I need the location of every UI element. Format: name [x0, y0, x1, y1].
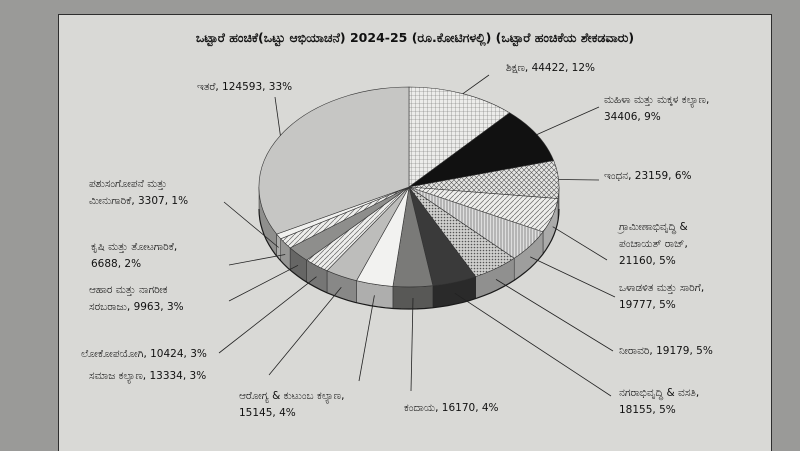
data-label-3: ಇಂಧನ, 23159, 6%: [604, 170, 692, 182]
data-label-9: ಆರೋಗ್ಯ & ಕುಟುಂಬ ಕಲ್ಯಾಣ, 15145, 4%: [239, 390, 344, 419]
data-label-10: ಸಮಾಜ ಕಲ್ಯಾಣ, 13334, 3%: [89, 370, 206, 383]
pie-chart: ಒಟ್ಟಾರೆ ಹಂಚಿಕೆ(ಒಟ್ಟು ಆಭಿಯಾಚನೆ) 2024-25 (…: [81, 30, 713, 419]
pie-top-group: [258, 86, 560, 288]
data-label-8: ಕಂದಾಯ, 16170, 4%: [404, 402, 499, 414]
chart-page: ಒಟ್ಟಾರೆ ಹಂಚಿಕೆ(ಒಟ್ಟು ಆಭಿಯಾಚನೆ) 2024-25 (…: [58, 14, 772, 451]
leader-lines-group: [218, 74, 616, 397]
data-label-5: ಒಳಾಡಳಿತ ಮತ್ತು ಸಾರಿಗೆ, 19777, 5%: [619, 282, 704, 311]
pie-slice-2: [408, 112, 555, 188]
data-label-14: ಪಶುಸಂಗೋಪನೆ ಮತ್ತು ಮೀನುಗಾರಿಕೆ, 3307, 1%: [89, 178, 188, 207]
data-label-15: ಇತರೆ, 124593, 33%: [197, 81, 292, 93]
leader-line-7: [454, 292, 612, 397]
leader-line-10: [268, 286, 342, 376]
leader-line-12: [228, 264, 299, 302]
pie-base-rim: [258, 208, 560, 310]
leader-line-8: [410, 297, 414, 392]
leader-line-13: [228, 254, 286, 266]
data-labels-group: ಶಿಕ್ಷಣ, 44422, 12% ಮಹಿಳಾ ಮತ್ತು ಮಕ್ಕಳ ಕಲ್ಯ…: [81, 62, 713, 419]
data-label-4: ಗ್ರಾಮೀಣಾಭಿವೃದ್ಧಿ & ಪಂಚಾಯತ್ ರಾಜ್, 21160, 5%: [616, 221, 688, 267]
leader-line-1: [462, 74, 490, 95]
chart-title: ಒಟ್ಟಾರೆ ಹಂಚಿಕೆ(ಒಟ್ಟು ಆಭಿಯಾಚನೆ) 2024-25 (…: [196, 30, 634, 48]
data-label-7: ನಗರಾಭಿವೃದ್ಧಿ & ವಸತಿ, 18155, 5%: [619, 387, 699, 416]
leader-line-4: [552, 226, 608, 261]
data-label-11: ಲೋಕೋಪಯೋಗಿ, 10424, 3%: [81, 348, 207, 360]
leader-line-5: [530, 256, 616, 298]
data-label-13: ಕೃಷಿ ಮತ್ತು ತೋಟಗಾರಿಕೆ, 6688, 2%: [91, 241, 177, 270]
leader-line-3: [558, 179, 600, 181]
data-label-1: ಶಿಕ್ಷಣ, 44422, 12%: [506, 62, 595, 74]
data-label-2: ಮಹಿಳಾ ಮತ್ತು ಮಕ್ಕಳ ಕಲ್ಯಾಣ, 34406, 9%: [604, 94, 709, 123]
data-label-6: ನೀರಾವರಿ, 19179, 5%: [619, 345, 713, 357]
leader-line-15: [274, 96, 281, 136]
leader-line-14: [223, 201, 279, 248]
leader-line-2: [536, 106, 600, 135]
leader-line-11: [218, 276, 317, 354]
data-label-12: ಆಹಾರ ಮತ್ತು ನಾಗರೀಕ ಸರಬರಾಜು, 9963, 3%: [89, 284, 184, 313]
pie-slice-1: [408, 86, 511, 188]
leader-line-9: [358, 295, 375, 382]
leader-line-6: [495, 279, 614, 352]
